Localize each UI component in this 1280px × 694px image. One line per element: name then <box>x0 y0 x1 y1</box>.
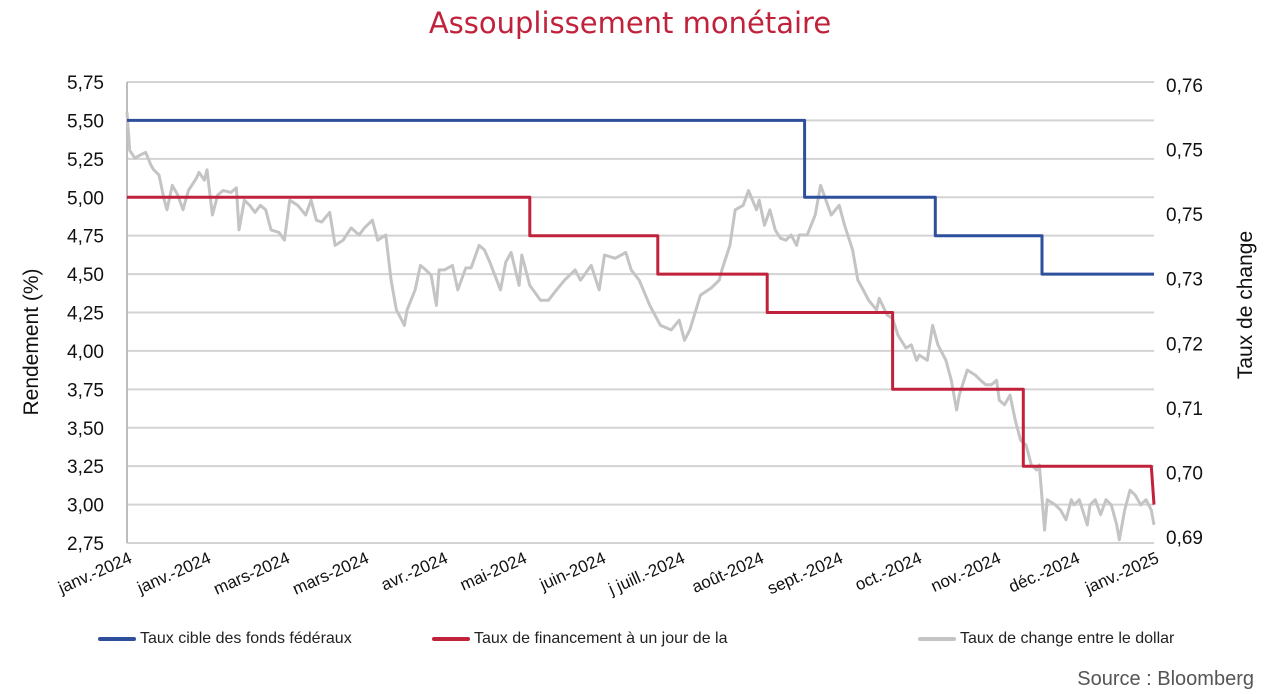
y-tick-label: 3,00 <box>67 496 104 517</box>
x-tick-label: j juill.-2024 <box>605 548 688 599</box>
y-tick-label: 2,75 <box>67 534 104 555</box>
x-tick-label: janv.-2025 <box>1082 548 1162 598</box>
y2-tick-label: 0,76 <box>1166 76 1203 97</box>
series-line-fed-target <box>127 118 1154 276</box>
x-tick-label: mai-2024 <box>457 548 529 594</box>
x-tick-label: mars-2024 <box>290 548 372 598</box>
legend-label: Taux de change entre le dollar <box>960 630 1175 647</box>
y-tick-label: 3,75 <box>67 380 104 401</box>
x-tick-label: sept.-2024 <box>765 548 846 598</box>
y-tick-label: 5,00 <box>67 188 104 209</box>
y2-tick-label: 0,73 <box>1166 270 1203 291</box>
legend-item-fed-target: Taux cible des fonds fédéraux <box>98 630 352 648</box>
y2-tick-label: 0,70 <box>1166 463 1203 484</box>
x-tick-label: avr.-2024 <box>378 548 450 594</box>
x-tick-label: janv.-2024 <box>55 548 135 598</box>
legend-label: Taux cible des fonds fédéraux <box>140 630 352 647</box>
legend-item-overnight-rate: Taux de financement à un jour de la <box>432 630 728 648</box>
x-tick-label: janv.-2024 <box>134 548 214 598</box>
series-line-exchange-rate <box>125 112 1156 542</box>
y-tick-label: 3,25 <box>67 457 104 478</box>
legend-swatch-gray <box>918 637 956 641</box>
legend-label: Taux de financement à un jour de la <box>474 630 728 647</box>
y-tick-label: 4,00 <box>67 342 104 363</box>
legend: Taux cible des fonds fédéraux Taux de fi… <box>0 630 1280 654</box>
legend-swatch-red <box>432 637 470 641</box>
source-note: Source : Bloomberg <box>1077 668 1254 690</box>
y-axis-title: Rendement (%) <box>20 268 43 415</box>
x-tick-label: nov.-2024 <box>928 548 1004 596</box>
y2-tick-label: 0,71 <box>1166 399 1203 420</box>
y-tick-label: 5,75 <box>67 73 104 94</box>
legend-item-exchange-rate: Taux de change entre le dollar <box>918 630 1174 648</box>
y-tick-label: 5,25 <box>67 150 104 171</box>
series-line-overnight-rate <box>127 195 1156 505</box>
y2-axis-title: Taux de change <box>1234 231 1257 379</box>
legend-swatch-blue <box>98 637 136 641</box>
y-tick-label: 3,50 <box>67 419 104 440</box>
y-tick-label: 4,50 <box>67 265 104 286</box>
y-tick-label: 4,25 <box>67 304 104 325</box>
chart-title: Assouplissement monétaire <box>428 6 832 40</box>
x-tick-label: juin-2024 <box>536 548 609 594</box>
x-tick-label: oct.-2024 <box>852 548 924 594</box>
y-tick-label: 5,50 <box>67 111 104 132</box>
x-tick-label: déc.-2024 <box>1006 548 1083 596</box>
y2-tick-label: 0,69 <box>1166 528 1203 549</box>
y2-tick-label: 0,72 <box>1166 334 1203 355</box>
y2-tick-label: 0,75 <box>1166 141 1203 162</box>
x-tick-label: août-2024 <box>689 548 767 597</box>
x-tick-label: mars-2024 <box>211 548 293 598</box>
y-tick-label: 4,75 <box>67 227 104 248</box>
y2-tick-label: 0,75 <box>1166 205 1203 226</box>
